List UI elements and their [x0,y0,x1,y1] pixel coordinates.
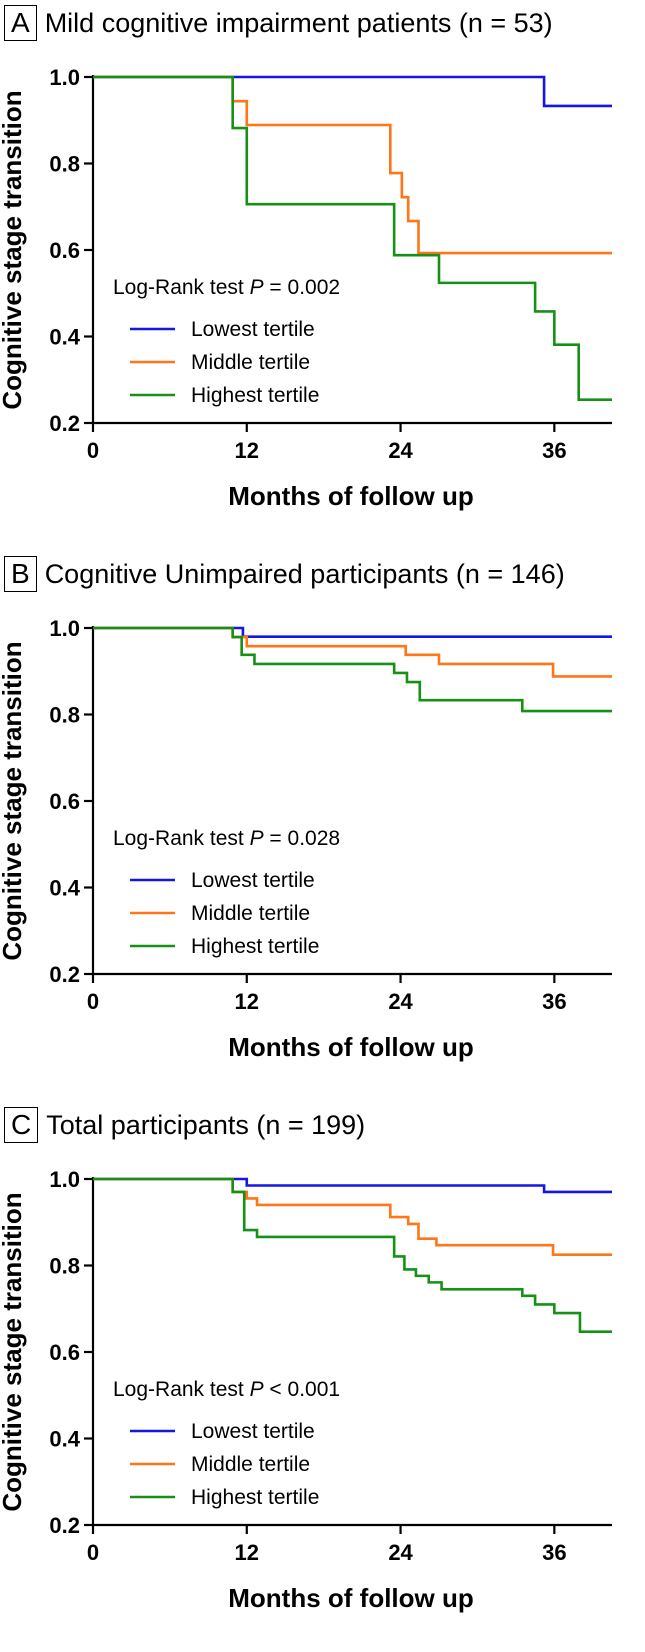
x-tick-label: 36 [542,438,566,463]
x-tick-label: 12 [235,989,259,1014]
panel-c: C Total participants (n = 199) Cognitive… [0,1102,645,1652]
panel-title: Cognitive Unimpaired participants (n = 1… [44,558,565,589]
y-tick-labels: 0.2 0.4 0.6 0.8 1.0 [49,65,80,436]
legend-label-highest: Highest tertile [191,935,319,958]
y-tick-labels: 0.2 0.4 0.6 0.8 1.0 [49,616,80,987]
y-tick-label: 1.0 [49,1167,80,1192]
y-tick-label: 1.0 [49,65,80,90]
y-tick-label: 0.8 [49,703,80,728]
panel-header: B Cognitive Unimpaired participants (n =… [4,552,565,596]
panel-title: Total participants (n = 199) [46,1109,366,1140]
series-line-middle [93,1177,612,1256]
x-tick-labels: 0 12 24 36 [87,989,567,1014]
km-chart: Cognitive stage transition Months of fol… [0,616,612,1062]
panel-label: C [4,1107,39,1143]
panel-label: A [4,5,37,41]
x-tick-labels: 0 12 24 36 [87,1540,567,1565]
y-tick-label: 0.2 [49,1513,80,1538]
y-tick-label: 0.2 [49,962,80,987]
y-tick-label: 0.6 [49,238,80,263]
panel-title: Mild cognitive impairment patients (n = … [44,7,553,38]
series-line-middle [93,75,612,255]
y-tick-label: 0.4 [49,876,80,901]
series-line-highest [93,626,612,713]
y-tick-label: 0.8 [49,1254,80,1279]
x-axis-title: Months of follow up [228,481,474,511]
panel-header: C Total participants (n = 199) [4,1103,365,1147]
series-line-lowest [93,1177,612,1194]
legend-label-lowest: Lowest tertile [191,869,315,892]
y-axis-title: Cognitive stage transition [0,90,27,409]
x-tick-label: 24 [388,438,413,463]
y-axis-title: Cognitive stage transition [0,641,27,960]
panel-label: B [4,556,37,592]
km-chart: Cognitive stage transition Months of fol… [0,65,612,511]
legend-label-highest: Highest tertile [191,384,319,407]
x-axis-title: Months of follow up [228,1032,474,1062]
km-chart: Cognitive stage transition Months of fol… [0,1167,612,1613]
y-axis-title: Cognitive stage transition [0,1192,27,1511]
x-axis-title: Months of follow up [228,1583,474,1613]
legend-title: Log-Rank test P = 0.028 [113,827,340,850]
series-line-highest [93,75,612,401]
x-tick-label: 0 [87,1540,99,1565]
legend-label-lowest: Lowest tertile [191,1420,315,1443]
series-line-highest [93,1177,612,1333]
series-line-middle [93,626,612,678]
legend-label-middle: Middle tertile [191,902,310,925]
y-tick-label: 0.2 [49,411,80,436]
y-tick-labels: 0.2 0.4 0.6 0.8 1.0 [49,1167,80,1538]
panel-b: B Cognitive Unimpaired participants (n =… [0,551,645,1101]
x-tick-label: 24 [388,989,413,1014]
y-tick-label: 0.6 [49,1340,80,1365]
x-tick-label: 12 [235,1540,259,1565]
y-tick-label: 1.0 [49,616,80,641]
x-tick-label: 36 [542,989,566,1014]
legend-label-middle: Middle tertile [191,351,310,374]
panel-a: A Mild cognitive impairment patients (n … [0,0,645,550]
x-tick-label: 36 [542,1540,566,1565]
panel-header: A Mild cognitive impairment patients (n … [4,1,553,45]
y-tick-label: 0.6 [49,789,80,814]
legend-label-middle: Middle tertile [191,1453,310,1476]
y-tick-label: 0.4 [49,325,80,350]
legend-title: Log-Rank test P = 0.002 [113,276,340,299]
y-tick-label: 0.4 [49,1427,80,1452]
series-line-lowest [93,75,612,108]
y-tick-label: 0.8 [49,152,80,177]
x-tick-label: 0 [87,438,99,463]
legend-label-lowest: Lowest tertile [191,318,315,341]
x-tick-label: 12 [235,438,259,463]
legend-title: Log-Rank test P < 0.001 [113,1378,340,1401]
legend-label-highest: Highest tertile [191,1486,319,1509]
x-tick-labels: 0 12 24 36 [87,438,567,463]
x-tick-label: 24 [388,1540,413,1565]
x-tick-label: 0 [87,989,99,1014]
